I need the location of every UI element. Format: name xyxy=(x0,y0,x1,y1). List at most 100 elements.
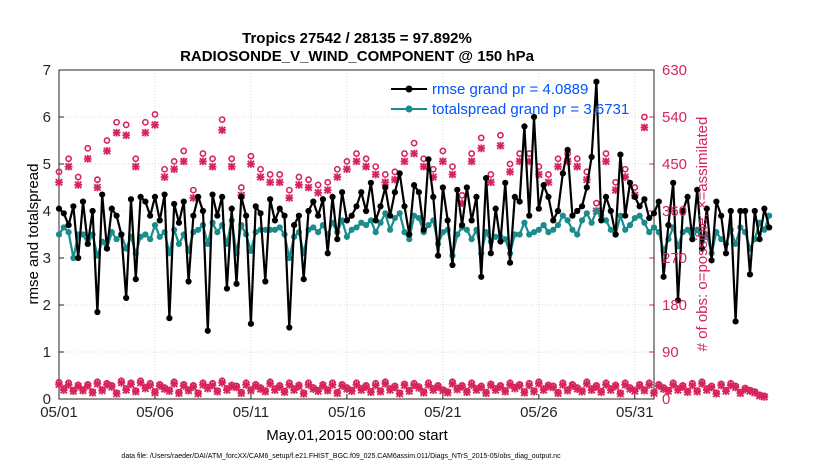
obs-assimilated-point xyxy=(299,389,308,398)
obs-assimilated-point xyxy=(597,388,606,397)
rmse-point xyxy=(410,182,418,189)
totalspread-point xyxy=(521,219,528,226)
rmse-point xyxy=(199,207,207,215)
rmse-point xyxy=(118,231,125,238)
y-tick-label-right: 180 xyxy=(662,297,687,314)
rmse-point xyxy=(674,297,682,304)
rmse-point xyxy=(123,294,130,302)
obs-possible-point xyxy=(458,191,466,199)
obs-assimilated-point xyxy=(323,186,332,194)
obs-assimilated-point xyxy=(88,388,97,397)
rmse-point xyxy=(526,212,533,219)
totalspread-point xyxy=(310,224,317,231)
totalspread-point xyxy=(113,236,120,243)
rmse-point xyxy=(487,250,494,257)
rmse-point xyxy=(238,193,245,200)
rmse-point xyxy=(113,212,120,219)
rmse-point xyxy=(430,193,437,200)
rmse-point xyxy=(631,193,638,200)
obs-assimilated-point xyxy=(371,170,380,179)
rmse-point xyxy=(185,278,192,285)
rmse-point xyxy=(626,179,634,186)
obs-assimilated-point xyxy=(434,383,442,391)
obs-possible-point xyxy=(276,171,284,178)
obs-assimilated-point xyxy=(199,157,207,166)
rmse-point xyxy=(598,217,605,224)
totalspread-point xyxy=(358,219,365,226)
rmse-point xyxy=(559,170,566,177)
totalspread-point xyxy=(602,217,610,224)
obs-assimilated-point xyxy=(328,381,337,389)
rmse-point xyxy=(718,212,725,219)
rmse-point xyxy=(228,205,235,212)
rmse-point xyxy=(439,184,446,191)
obs-possible-point xyxy=(314,181,322,189)
rmse-point xyxy=(60,210,67,217)
rmse-point xyxy=(646,214,653,222)
obs-possible-point xyxy=(65,155,72,163)
obs-assimilated-point xyxy=(347,387,356,396)
rmse-point xyxy=(166,315,173,322)
rmse-point xyxy=(588,153,595,161)
obs-assimilated-point xyxy=(333,389,342,398)
totalspread-point xyxy=(607,226,614,233)
obs-assimilated-point xyxy=(688,381,697,390)
obs-possible-point xyxy=(180,147,188,155)
y-tick-label-left: 4 xyxy=(43,203,51,220)
rmse-point xyxy=(386,212,394,219)
rmse-point xyxy=(703,205,710,212)
rmse-point xyxy=(367,179,374,186)
rmse-point xyxy=(79,198,87,205)
legend-marker-rmse xyxy=(405,85,413,93)
totalspread-point xyxy=(535,226,542,233)
rmse-point xyxy=(286,324,293,331)
rmse-point xyxy=(108,205,115,212)
rmse-point xyxy=(535,205,542,212)
totalspread-point xyxy=(372,229,379,236)
rmse-point xyxy=(708,257,715,264)
rmse-point xyxy=(142,198,149,205)
rmse-point xyxy=(569,212,576,219)
obs-assimilated-point xyxy=(256,173,265,181)
rmse-point xyxy=(147,212,154,219)
rmse-point xyxy=(463,184,470,191)
rmse-point xyxy=(458,222,466,229)
obs-assimilated-point xyxy=(376,387,385,396)
rmse-point xyxy=(468,217,475,224)
rmse-point xyxy=(511,193,518,200)
obs-assimilated-point xyxy=(501,387,510,396)
obs-possible-point xyxy=(199,150,207,157)
totalspread-point xyxy=(367,217,374,224)
obs-assimilated-point xyxy=(213,387,222,396)
rmse-point xyxy=(391,189,398,196)
obs-assimilated-point xyxy=(525,381,534,390)
rmse-point xyxy=(607,207,614,215)
rmse-point xyxy=(420,226,427,233)
y-tick-label-left: 1 xyxy=(43,344,51,361)
obs-assimilated-point xyxy=(242,381,250,389)
obs-possible-point xyxy=(343,157,351,165)
obs-assimilated-point xyxy=(131,387,140,396)
obs-assimilated-point xyxy=(683,388,692,397)
rmse-point xyxy=(593,78,600,85)
rmse-point xyxy=(564,146,571,153)
obs-assimilated-point xyxy=(271,386,279,394)
obs-assimilated-point xyxy=(247,160,255,168)
totalspread-point xyxy=(406,236,413,243)
rmse-point xyxy=(209,191,216,198)
y-tick-label-right: 90 xyxy=(662,344,679,361)
totalspread-point xyxy=(761,226,768,233)
obs-assimilated-point xyxy=(141,128,150,137)
rmse-point xyxy=(137,193,144,200)
obs-possible-point xyxy=(324,178,332,186)
obs-possible-point xyxy=(266,171,274,178)
obs-assimilated-point xyxy=(227,162,236,171)
totalspread-point xyxy=(271,226,279,233)
obs-assimilated-point xyxy=(295,382,303,391)
rmse-point xyxy=(636,203,643,210)
totalspread-point xyxy=(650,224,658,231)
x-tick-label: 05/11 xyxy=(233,404,269,421)
obs-possible-point xyxy=(573,155,581,163)
obs-assimilated-point xyxy=(93,380,102,388)
